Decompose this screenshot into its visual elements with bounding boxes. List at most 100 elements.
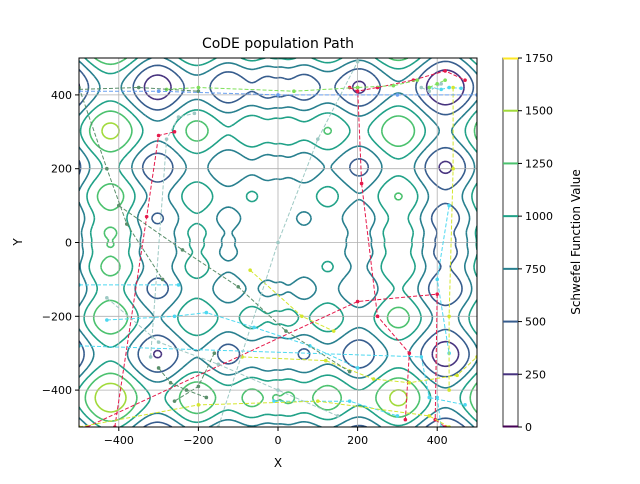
- path-point: [439, 87, 443, 92]
- contour-level-1000: [79, 58, 477, 427]
- y-tick-label: 200: [51, 163, 72, 176]
- path-point: [427, 89, 432, 94]
- path-point: [459, 86, 463, 91]
- path-point: [276, 93, 280, 97]
- path-point: [172, 130, 177, 134]
- path-point: [395, 414, 400, 418]
- path-point: [160, 277, 165, 282]
- population-path: [158, 367, 207, 398]
- path-point: [463, 78, 467, 82]
- path-point: [252, 325, 256, 330]
- chart-title: CoDE population Path: [202, 36, 354, 52]
- colorbar-tick-label: 1500: [525, 105, 553, 118]
- path-point: [355, 85, 360, 90]
- path-point: [156, 89, 161, 94]
- path-point: [176, 115, 181, 119]
- path-point: [204, 310, 209, 315]
- path-point: [395, 93, 400, 97]
- population-path: [448, 87, 454, 391]
- colorbar-tick-label: 1250: [525, 157, 553, 170]
- colorbar-tick-label: 250: [525, 368, 546, 381]
- y-axis: −400 −200 0 200 400: [42, 89, 79, 397]
- path-point: [316, 399, 320, 403]
- path-point: [347, 369, 352, 374]
- path-point: [196, 85, 201, 90]
- path-point: [463, 403, 467, 407]
- colorbar-tick-label: 1750: [525, 52, 553, 65]
- path-point: [371, 377, 376, 381]
- path-point: [105, 296, 109, 300]
- path-point: [427, 395, 432, 400]
- x-tick-label: −200: [183, 434, 213, 447]
- path-point: [316, 137, 320, 141]
- y-tick-label: 400: [51, 89, 72, 102]
- path-point: [407, 351, 412, 356]
- path-point: [117, 203, 121, 208]
- path-point: [407, 380, 412, 385]
- path-point: [439, 82, 443, 86]
- colorbar-frame: [502, 57, 519, 428]
- path-point: [447, 314, 451, 319]
- path-point: [359, 181, 364, 186]
- path-point: [415, 78, 420, 82]
- path-point: [276, 240, 280, 245]
- path-point: [443, 78, 447, 82]
- population-path: [114, 131, 175, 427]
- colorbar-tick-label: 0: [525, 421, 532, 434]
- path-point: [443, 69, 447, 73]
- path-point: [427, 414, 432, 418]
- path-point: [216, 362, 221, 367]
- x-tick-label: 200: [347, 434, 368, 447]
- path-point: [455, 373, 459, 378]
- path-point: [105, 318, 109, 322]
- path-point: [172, 314, 177, 319]
- path-point: [144, 214, 149, 219]
- path-point: [300, 314, 304, 319]
- path-point: [435, 292, 440, 296]
- x-axis-label: X: [274, 456, 282, 470]
- population-path: [106, 297, 338, 417]
- path-point: [331, 329, 336, 333]
- path-point: [292, 89, 296, 94]
- x-tick-label: 0: [275, 434, 282, 447]
- path-point: [105, 166, 109, 171]
- path-point: [447, 203, 451, 208]
- population-path: [106, 312, 358, 369]
- path-point: [451, 85, 455, 90]
- population-path: [166, 79, 418, 92]
- path-point: [176, 283, 181, 287]
- population-path: [242, 356, 477, 384]
- path-point: [148, 355, 153, 359]
- x-axis: −400 −200 0 200 400: [104, 427, 448, 447]
- colorbar-tick-label: 750: [525, 263, 546, 276]
- path-point: [196, 384, 201, 389]
- colorbar-ticks: 0 250 500 750 1000 1250 1500 1750: [503, 52, 553, 434]
- path-point: [276, 388, 280, 392]
- population-path: [217, 61, 359, 427]
- colorbar-tick-label: 500: [525, 316, 546, 329]
- path-point: [156, 340, 161, 344]
- path-point: [427, 85, 432, 90]
- path-point: [192, 111, 197, 116]
- path-point: [196, 403, 201, 407]
- path-point: [403, 417, 408, 422]
- path-point: [419, 85, 424, 90]
- y-tick-label: −400: [42, 384, 72, 397]
- path-point: [164, 137, 169, 141]
- colorbar-tick-label: 1000: [525, 210, 553, 223]
- path-point: [451, 166, 455, 171]
- path-point: [375, 314, 380, 319]
- x-tick-label: −400: [104, 434, 134, 447]
- path-point: [272, 399, 276, 403]
- path-point: [419, 355, 424, 359]
- path-point: [136, 85, 141, 90]
- path-point: [335, 414, 340, 418]
- path-point: [435, 277, 440, 282]
- colorbar-label: Schwefel Function Value: [569, 169, 583, 315]
- path-point: [435, 82, 440, 86]
- path-point: [435, 395, 440, 400]
- path-point: [323, 358, 328, 363]
- path-point: [236, 284, 240, 289]
